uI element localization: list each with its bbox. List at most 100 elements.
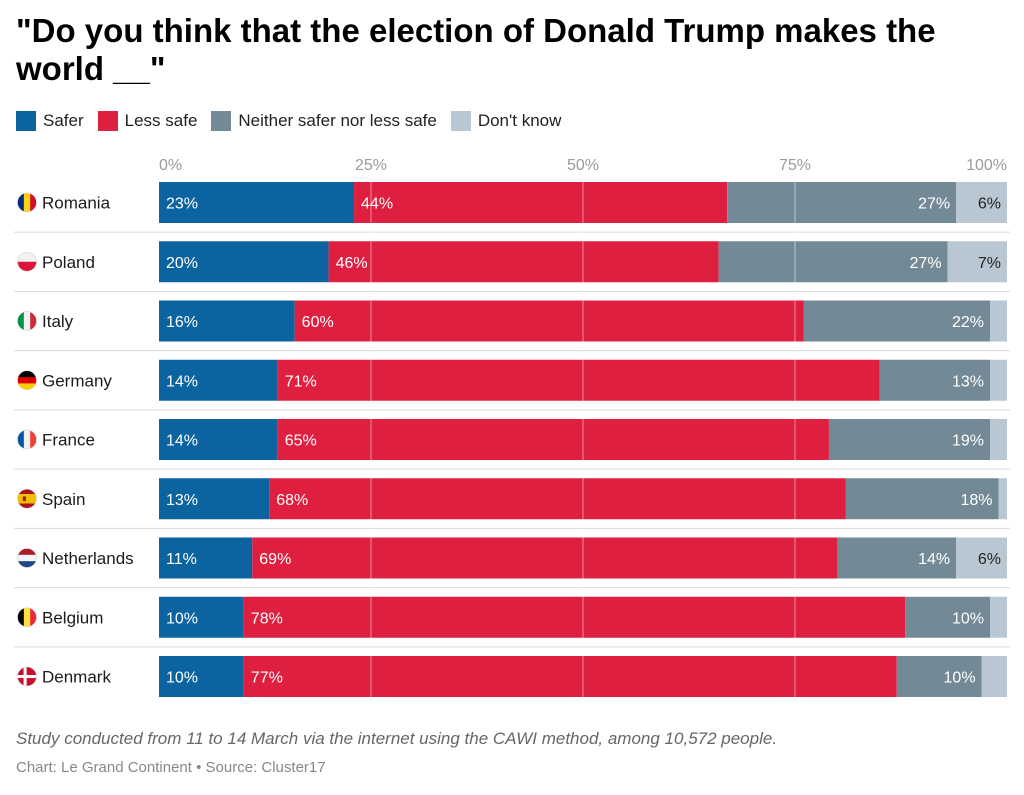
chart-title: "Do you think that the election of Donal… xyxy=(16,12,936,87)
credit-line: Chart: Le Grand Continent • Source: Clus… xyxy=(16,759,326,776)
flag-stripe xyxy=(17,370,37,378)
value-label-neither-safer-nor-less-safe-netherlands: 14% xyxy=(918,551,950,568)
value-label-don-t-know-poland: 7% xyxy=(978,255,1001,272)
bar-less-safe-italy xyxy=(294,300,804,342)
value-label-safer-belgium: 10% xyxy=(166,610,198,627)
category-label-spain: Spain xyxy=(42,490,85,509)
legend-swatch-neither xyxy=(211,111,232,131)
value-label-less-safe-denmark: 77% xyxy=(251,670,283,687)
stacked-bar-chart: 0% 25% 50% 75% 100% 23% 44% 27% 6% 20% 46% 27% 7% 16%… xyxy=(14,157,1010,697)
flag-stripe xyxy=(23,430,31,449)
tick-label: 75% xyxy=(779,157,811,174)
flag-stripe xyxy=(30,607,37,627)
category-label-france: France xyxy=(42,431,95,450)
category-label-belgium: Belgium xyxy=(42,608,103,627)
legend-label-less-safe: Less safe xyxy=(124,111,198,130)
bar-less-safe-belgium xyxy=(243,596,906,638)
value-label-less-safe-spain: 68% xyxy=(276,492,308,509)
flag-outline xyxy=(17,311,37,331)
legend-label-neither: Neither safer nor less safe xyxy=(238,111,437,130)
value-label-neither-safer-nor-less-safe-italy: 22% xyxy=(952,314,984,331)
bar-neither-safer-nor-less-safe-netherlands xyxy=(837,537,957,579)
bar-don-t-know-denmark xyxy=(981,656,1007,697)
value-label-neither-safer-nor-less-safe-france: 19% xyxy=(952,433,984,450)
flag-outline xyxy=(17,607,37,628)
study-note: Study conducted from 11 to 14 March via … xyxy=(16,729,778,748)
value-label-neither-safer-nor-less-safe-romania: 27% xyxy=(918,196,950,213)
bar-neither-safer-nor-less-safe-italy xyxy=(803,300,991,342)
bar-less-safe-denmark xyxy=(243,656,897,697)
value-label-less-safe-belgium: 78% xyxy=(251,610,283,627)
value-label-safer-poland: 20% xyxy=(166,255,198,272)
flag-cross xyxy=(17,674,37,679)
flag-stripe xyxy=(17,554,37,562)
tick-label: 50% xyxy=(567,157,599,174)
value-label-neither-safer-nor-less-safe-spain: 18% xyxy=(960,492,992,509)
value-label-less-safe-poland: 46% xyxy=(336,255,368,272)
category-label-germany: Germany xyxy=(42,371,112,390)
bar-safer-germany xyxy=(159,359,278,401)
legend-swatch-dont-know xyxy=(450,111,471,131)
bar-safer-belgium xyxy=(159,596,244,638)
flag-spain-icon xyxy=(17,489,37,509)
chart-credit: Chart: Le Grand Continent xyxy=(16,759,192,776)
bar-don-t-know-italy xyxy=(990,300,1007,342)
bar-less-safe-poland xyxy=(328,241,719,283)
flag-emblem xyxy=(22,496,26,502)
tick-label: 25% xyxy=(355,157,387,174)
flag-stripe xyxy=(17,548,37,556)
flag-netherlands-icon xyxy=(17,548,37,568)
value-label-safer-netherlands: 11% xyxy=(166,551,197,568)
bar-safer-italy xyxy=(159,300,295,342)
flag-italy-icon xyxy=(17,311,37,331)
flag-stripe xyxy=(17,261,37,272)
bar-neither-safer-nor-less-safe-france xyxy=(828,419,991,460)
bar-don-t-know-germany xyxy=(990,359,1007,401)
bar-neither-safer-nor-less-safe-belgium xyxy=(905,596,991,638)
value-label-don-t-know-romania: 6% xyxy=(978,196,1001,213)
bar-don-t-know-france xyxy=(990,419,1007,460)
flag-stripe xyxy=(17,311,25,331)
legend-item-neither: Neither safer nor less safe xyxy=(211,111,437,131)
flag-belgium-icon xyxy=(17,607,37,627)
bar-less-safe-netherlands xyxy=(252,537,838,579)
bar-less-safe-germany xyxy=(277,359,880,401)
legend-label-safer: Safer xyxy=(43,111,84,130)
flag-stripe xyxy=(17,193,25,212)
bar-safer-poland xyxy=(159,241,329,283)
flag-outline xyxy=(17,429,37,450)
bar-neither-safer-nor-less-safe-germany xyxy=(879,359,991,401)
category-label-poland: Poland xyxy=(42,253,95,272)
flag-denmark-icon xyxy=(17,667,37,686)
flag-stripe xyxy=(30,193,37,212)
bar-safer-spain xyxy=(159,478,270,520)
bar-safer-denmark xyxy=(159,656,244,697)
flag-stripe xyxy=(17,252,37,263)
flag-stripe xyxy=(30,311,37,331)
bar-neither-safer-nor-less-safe-romania xyxy=(727,182,957,223)
flag-outline xyxy=(17,370,37,391)
value-label-safer-germany: 14% xyxy=(166,373,198,390)
flag-outline xyxy=(17,488,37,509)
legend-item-less-safe: Less safe xyxy=(97,111,198,131)
flag-stripe xyxy=(23,311,31,331)
bar-don-t-know-netherlands xyxy=(956,537,1007,579)
flag-stripe xyxy=(17,494,37,504)
tick-label: 0% xyxy=(159,157,182,174)
value-label-neither-safer-nor-less-safe-germany: 13% xyxy=(952,373,984,390)
bar-don-t-know-spain xyxy=(998,478,1007,520)
legend-label-dont-know: Don't know xyxy=(477,111,562,130)
value-label-safer-france: 14% xyxy=(166,433,198,450)
legend-swatch-less-safe xyxy=(97,111,118,131)
value-label-less-safe-netherlands: 69% xyxy=(259,551,291,568)
flag-outline xyxy=(17,192,37,213)
value-label-neither-safer-nor-less-safe-denmark: 10% xyxy=(944,670,976,687)
value-label-neither-safer-nor-less-safe-poland: 27% xyxy=(910,255,942,272)
legend: Safer Less safe Neither safer nor less s… xyxy=(16,111,575,131)
value-label-less-safe-france: 65% xyxy=(285,433,317,450)
chart-source: Source: Cluster17 xyxy=(205,759,326,776)
legend-item-safer: Safer xyxy=(16,111,84,131)
bar-safer-romania xyxy=(159,182,355,223)
bar-safer-france xyxy=(159,419,278,460)
bar-don-t-know-romania xyxy=(956,182,1007,223)
